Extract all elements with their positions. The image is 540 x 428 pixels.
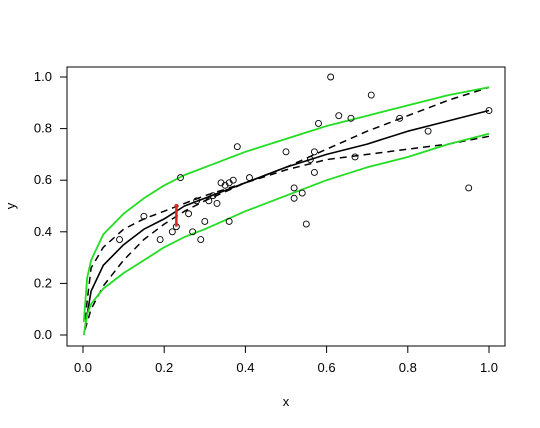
data-point — [233, 143, 241, 151]
y-axis: 0.0 0.2 0.4 0.6 0.8 1.0 — [34, 69, 68, 342]
marker-dot — [174, 204, 179, 208]
data-point — [116, 236, 123, 243]
data-point — [485, 107, 493, 114]
data-point — [290, 184, 298, 192]
y-tick-label: 0.8 — [34, 121, 52, 136]
data-point — [176, 174, 184, 182]
data-point — [246, 174, 253, 182]
data-point — [140, 212, 148, 220]
x-tick-label: 0.4 — [236, 360, 254, 375]
curve-fit — [84, 109, 490, 328]
x-tick-label: 1.0 — [480, 360, 498, 375]
data-point — [310, 148, 318, 156]
data-point — [367, 91, 375, 99]
data-point — [209, 192, 217, 200]
data-point — [229, 176, 237, 184]
data-point — [225, 218, 233, 225]
x-tick-label: 0.8 — [399, 360, 417, 375]
curve-dashed-upper — [84, 86, 490, 320]
data-points — [116, 73, 493, 243]
x-axis-label: x — [283, 394, 290, 409]
data-point — [465, 184, 473, 192]
data-point — [197, 236, 205, 243]
curve-green-lower — [82, 132, 490, 336]
data-point — [302, 220, 310, 228]
data-point — [351, 153, 359, 161]
data-point — [185, 210, 193, 218]
y-tick-label: 0.2 — [34, 275, 52, 290]
data-point — [290, 194, 298, 202]
data-point — [424, 127, 432, 135]
data-point — [213, 199, 221, 207]
data-point — [193, 197, 201, 205]
data-point — [298, 189, 306, 197]
x-axis: 0.0 0.2 0.4 0.6 0.8 1.0 — [74, 345, 498, 375]
x-tick-label: 0.6 — [318, 360, 336, 375]
data-point — [156, 236, 164, 243]
y-tick-label: 0.6 — [34, 172, 52, 187]
x-tick-label: 0.2 — [155, 360, 173, 375]
data-point — [201, 218, 209, 225]
data-point — [306, 156, 314, 164]
y-tick-label: 0.4 — [34, 224, 52, 239]
data-point — [282, 148, 290, 156]
band-lines — [82, 86, 490, 336]
data-point — [168, 228, 176, 236]
data-point — [327, 73, 335, 81]
data-point — [315, 119, 322, 127]
marker-segment-group — [174, 204, 179, 227]
data-point — [347, 114, 355, 122]
y-tick-label: 0.0 — [34, 327, 52, 342]
x-tick-label: 0.0 — [74, 360, 92, 375]
data-point — [189, 228, 197, 236]
y-axis-label: y — [3, 202, 18, 209]
data-point — [310, 169, 318, 176]
data-point — [335, 112, 343, 120]
data-point — [396, 114, 404, 122]
curve-green-upper — [82, 86, 490, 323]
y-tick-label: 1.0 — [34, 69, 52, 84]
curve-dashed-lower — [84, 135, 490, 331]
data-point — [205, 197, 213, 205]
